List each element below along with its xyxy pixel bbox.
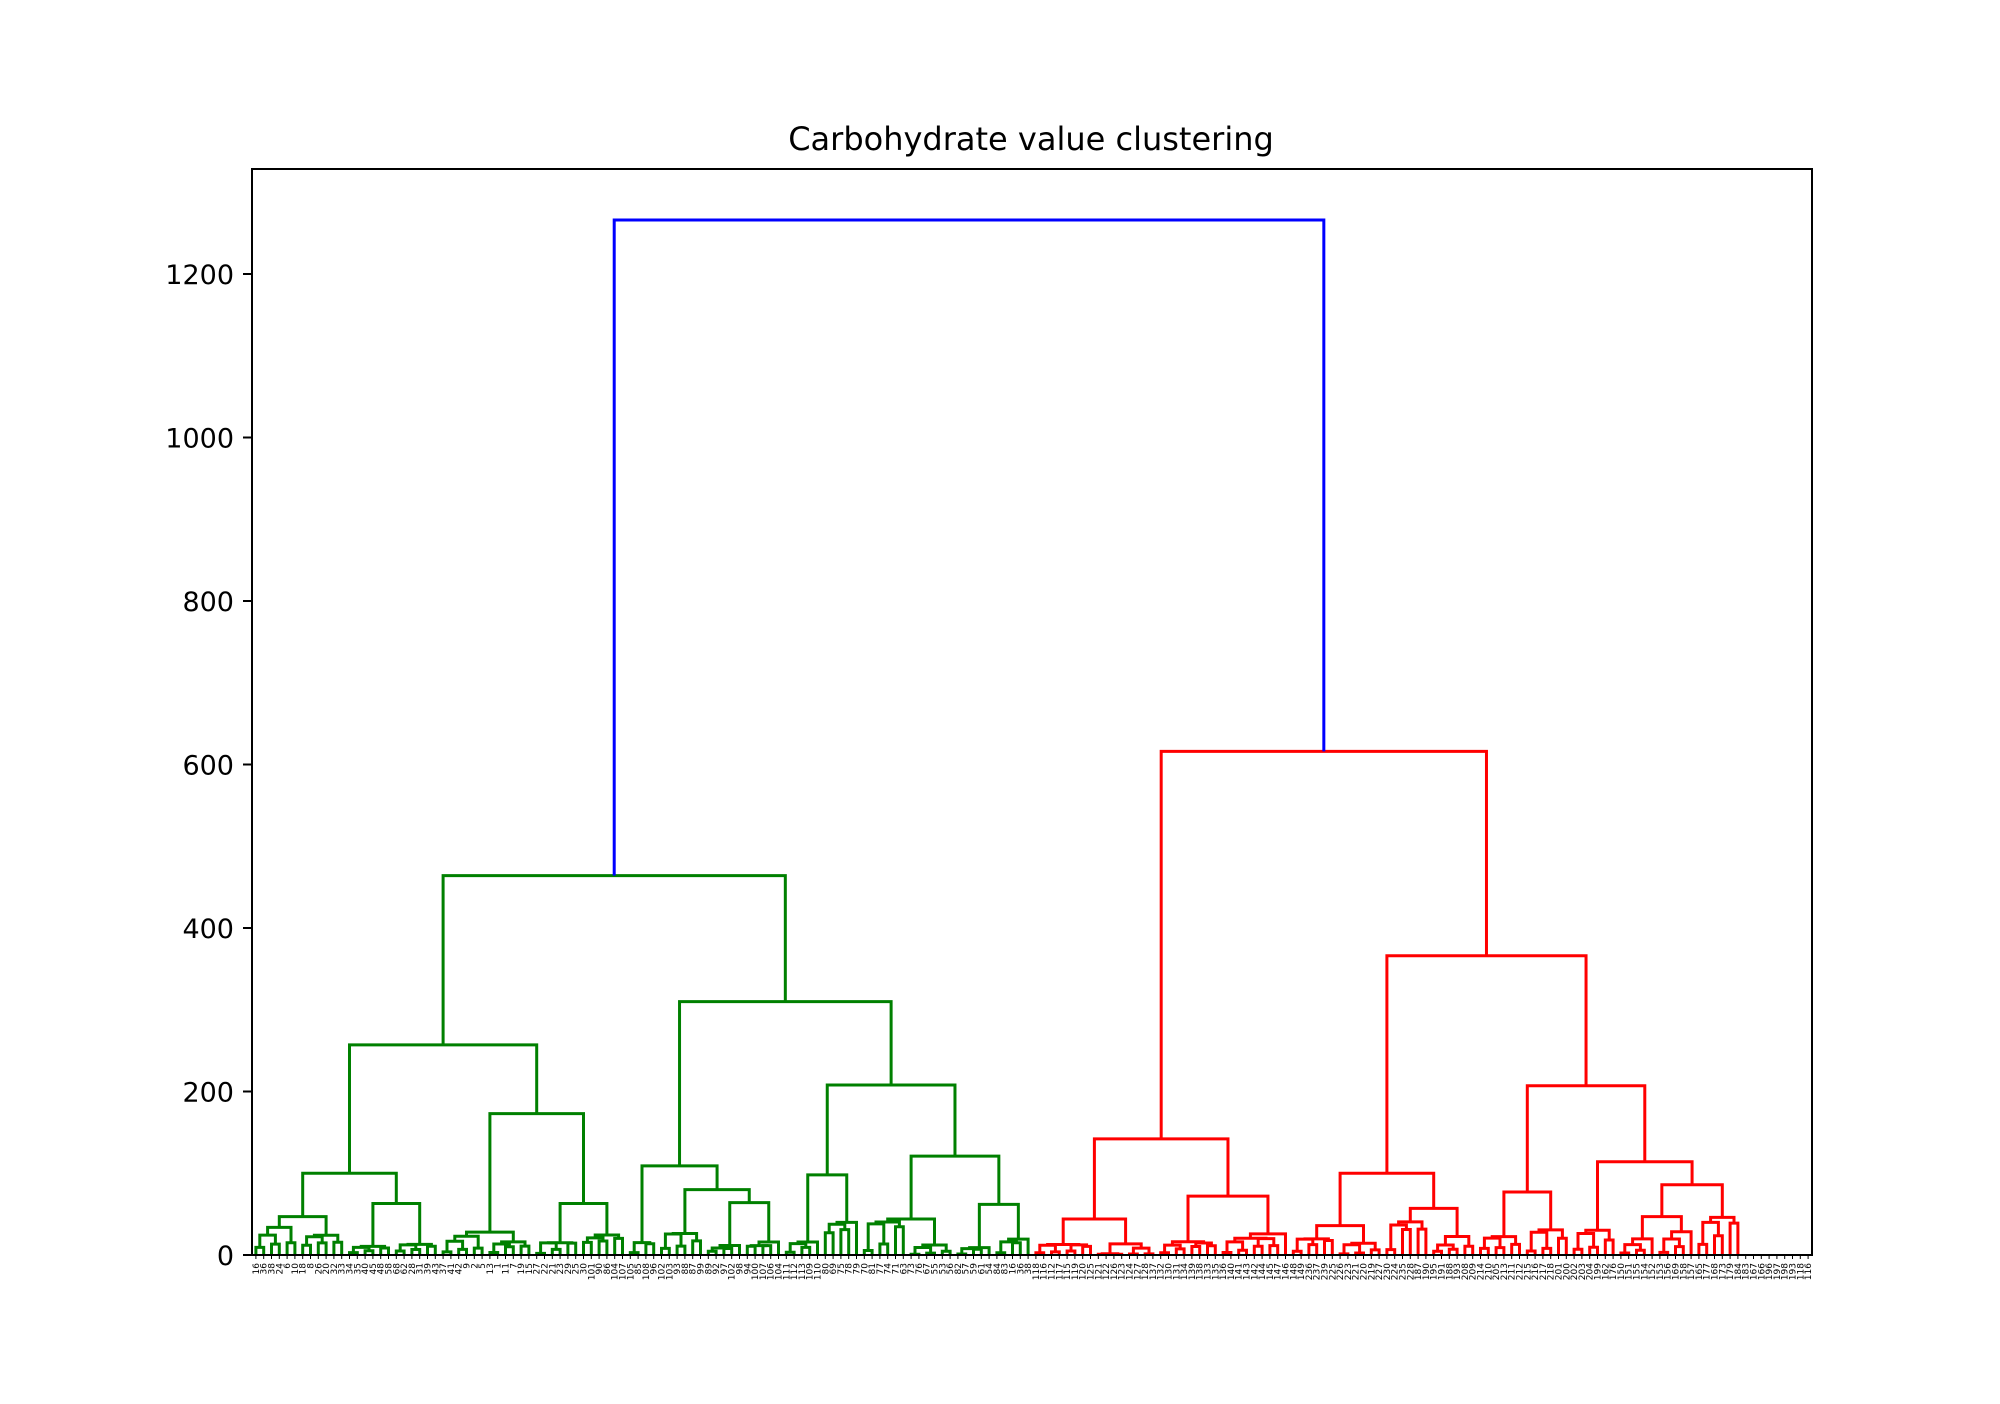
dendrogram-link bbox=[443, 876, 785, 1045]
dendrogram-link bbox=[428, 1246, 436, 1255]
dendrogram-link bbox=[1465, 1246, 1473, 1255]
plot-frame bbox=[252, 169, 1812, 1255]
dendrogram-link bbox=[1676, 1247, 1684, 1255]
dendrogram-link bbox=[1387, 956, 1586, 1173]
dendrogram-link bbox=[841, 1230, 849, 1255]
y-tick-label: 800 bbox=[182, 587, 234, 618]
y-axis: 0 200 400 600 800 1000 1200 bbox=[165, 260, 252, 1272]
dendrogram-link bbox=[646, 1244, 654, 1255]
dendrogram-link bbox=[1094, 1139, 1228, 1219]
dendrogram-link bbox=[1063, 1219, 1125, 1245]
x-axis: 1636382461018826203233343540454858686228… bbox=[252, 1255, 1814, 1280]
dendrogram-link bbox=[642, 1166, 717, 1243]
dendrogram-link bbox=[763, 1246, 771, 1255]
dendrogram-link bbox=[880, 1244, 888, 1255]
x-tick-label: 116 bbox=[1804, 1263, 1814, 1280]
dendrogram-link bbox=[1605, 1240, 1613, 1255]
dendrogram-link bbox=[1715, 1236, 1723, 1255]
dendrogram-link bbox=[1527, 1086, 1644, 1192]
y-tick-label: 1000 bbox=[165, 424, 234, 455]
dendrogram-link bbox=[827, 1085, 955, 1175]
dendrogram-link bbox=[490, 1114, 584, 1233]
dendrogram-link bbox=[1496, 1248, 1504, 1255]
dendrogram-link bbox=[1699, 1244, 1707, 1255]
dendrogram-link bbox=[1270, 1246, 1278, 1255]
dendrogram-link bbox=[303, 1173, 397, 1216]
dendrogram-link bbox=[350, 1045, 537, 1173]
y-tick-label: 0 bbox=[217, 1241, 234, 1272]
dendrogram-link bbox=[1598, 1162, 1693, 1230]
dendrogram-link bbox=[802, 1247, 810, 1255]
y-tick-label: 200 bbox=[182, 1078, 234, 1109]
dendrogram-link bbox=[685, 1190, 749, 1234]
dendrogram-link bbox=[1418, 1229, 1426, 1255]
dendrogram-link bbox=[1083, 1246, 1091, 1255]
dendrogram-link bbox=[615, 1238, 623, 1255]
dendrogram-link bbox=[287, 1243, 295, 1255]
dendrogram-link bbox=[506, 1247, 514, 1255]
chart-title: Carbohydrate value clustering bbox=[788, 120, 1274, 158]
dendrogram-link bbox=[730, 1203, 769, 1246]
dendrogram-links bbox=[256, 220, 1738, 1255]
dendrogram-link bbox=[693, 1241, 701, 1255]
dendrogram-link bbox=[1161, 751, 1486, 1138]
dendrogram-link bbox=[381, 1248, 389, 1255]
dendrogram-link bbox=[256, 1247, 264, 1255]
dendrogram-link bbox=[1642, 1217, 1681, 1239]
dendrogram-link bbox=[584, 1242, 592, 1255]
dendrogram-link bbox=[1590, 1247, 1598, 1255]
dendrogram-link bbox=[1013, 1243, 1021, 1255]
dendrogram-link bbox=[825, 1233, 833, 1255]
dendrogram-link bbox=[1309, 1245, 1317, 1255]
dendrogram-link bbox=[474, 1248, 482, 1255]
dendrogram-link bbox=[1559, 1238, 1567, 1255]
dendrogram-link bbox=[1730, 1223, 1738, 1255]
dendrogram-link bbox=[1192, 1247, 1200, 1255]
dendrogram-link bbox=[911, 1156, 999, 1219]
dendrogram-link bbox=[1254, 1246, 1262, 1255]
dendrogram-link bbox=[599, 1241, 607, 1255]
dendrogram-link bbox=[1662, 1185, 1722, 1218]
dendrogram-link bbox=[1403, 1230, 1411, 1255]
dendrogram-link bbox=[677, 1246, 685, 1255]
dendrogram-link bbox=[279, 1217, 326, 1236]
dendrogram-link bbox=[272, 1244, 280, 1255]
dendrogram-link bbox=[747, 1246, 755, 1255]
dendrogram-link bbox=[318, 1243, 326, 1255]
y-tick-label: 600 bbox=[182, 751, 234, 782]
dendrogram-link bbox=[1325, 1241, 1333, 1255]
dendrogram-link bbox=[1340, 1173, 1434, 1225]
dendrogram-link bbox=[334, 1242, 342, 1255]
y-tick-label: 400 bbox=[182, 914, 234, 945]
dendrogram-link bbox=[1512, 1244, 1520, 1255]
dendrogram-link bbox=[868, 1224, 884, 1251]
dendrogram-link bbox=[568, 1243, 576, 1255]
dendrogram-link bbox=[1703, 1222, 1719, 1244]
dendrogram-link bbox=[303, 1245, 311, 1255]
dendrogram-link bbox=[521, 1246, 529, 1255]
dendrogram-link bbox=[373, 1203, 420, 1246]
dendrogram-link bbox=[1208, 1246, 1216, 1255]
y-tick-label: 1200 bbox=[165, 260, 234, 291]
dendrogram-link bbox=[896, 1227, 904, 1255]
dendrogram-root-link bbox=[614, 220, 1324, 876]
